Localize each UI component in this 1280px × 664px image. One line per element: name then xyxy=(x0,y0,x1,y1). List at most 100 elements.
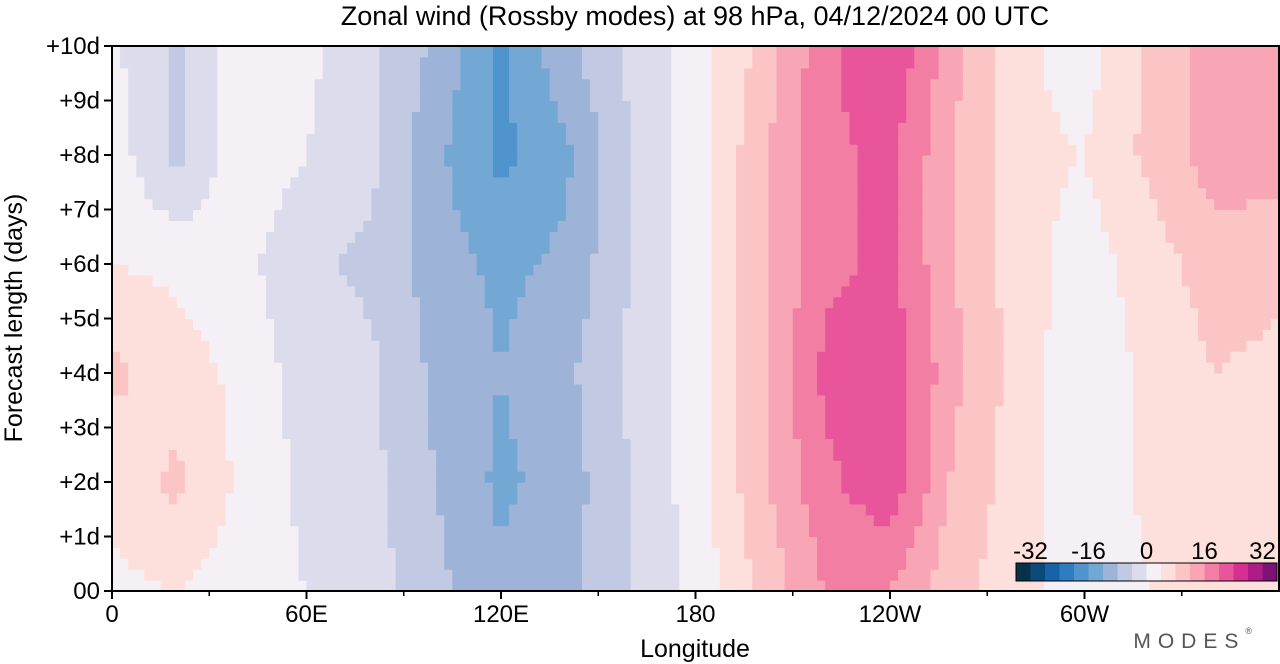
field-cell xyxy=(525,547,535,559)
field-cell xyxy=(679,547,688,559)
field-cell xyxy=(1092,416,1102,429)
field-cell xyxy=(971,503,980,516)
field-cell xyxy=(176,471,186,483)
field-cell xyxy=(646,471,656,483)
field-cell xyxy=(873,285,883,298)
field-cell xyxy=(987,274,996,287)
field-cell xyxy=(436,209,445,221)
field-cell xyxy=(1084,514,1094,527)
field-cell xyxy=(411,503,421,516)
field-cell xyxy=(663,340,672,352)
field-cell xyxy=(1068,340,1077,352)
field-cell xyxy=(452,536,462,548)
field-cell xyxy=(444,558,453,570)
field-cell xyxy=(201,285,210,298)
field-cell xyxy=(492,285,502,298)
field-cell xyxy=(784,231,794,243)
field-cell xyxy=(436,514,445,527)
field-cell xyxy=(176,362,186,374)
field-cell xyxy=(282,231,291,243)
field-cell xyxy=(946,482,956,494)
field-cell xyxy=(1230,416,1240,429)
field-cell xyxy=(598,383,607,396)
field-cell xyxy=(249,285,259,298)
field-cell xyxy=(954,558,964,570)
field-cell xyxy=(290,296,299,309)
field-cell xyxy=(582,460,591,472)
field-cell xyxy=(865,416,875,429)
field-cell xyxy=(1125,362,1134,374)
field-cell xyxy=(898,438,907,450)
field-cell xyxy=(654,536,664,548)
field-cell xyxy=(590,329,599,341)
field-cell xyxy=(565,536,575,548)
field-cell xyxy=(687,460,697,472)
field-cell xyxy=(225,220,235,232)
field-cell xyxy=(168,471,178,483)
field-cell xyxy=(233,373,243,385)
field-cell xyxy=(881,482,891,494)
field-cell xyxy=(987,536,996,548)
field-cell xyxy=(476,383,486,396)
field-cell xyxy=(679,569,688,581)
field-cell xyxy=(217,482,227,494)
field-cell xyxy=(800,492,810,505)
field-cell xyxy=(322,329,332,341)
field-cell xyxy=(800,383,810,396)
field-cell xyxy=(484,242,494,254)
field-cell xyxy=(460,307,470,320)
field-cell xyxy=(136,482,146,494)
field-cell xyxy=(338,460,348,472)
field-cell xyxy=(509,231,518,243)
field-cell xyxy=(476,547,486,559)
field-cell xyxy=(298,514,308,527)
field-cell xyxy=(379,351,389,363)
field-cell xyxy=(476,492,486,505)
field-cell xyxy=(501,449,510,461)
field-cell xyxy=(1238,449,1248,461)
field-cell xyxy=(808,405,818,418)
field-cell xyxy=(987,449,996,461)
field-cell xyxy=(736,285,745,298)
field-cell xyxy=(1189,362,1199,374)
field-cell xyxy=(1254,405,1264,418)
field-cell xyxy=(646,580,656,592)
field-cell xyxy=(249,547,259,559)
field-cell xyxy=(1262,503,1272,516)
field-cell xyxy=(744,264,753,276)
field-cell xyxy=(792,220,802,232)
field-cell xyxy=(671,383,680,396)
field-cell xyxy=(614,340,624,352)
field-cell xyxy=(736,242,745,254)
field-cell xyxy=(120,514,129,527)
field-cell xyxy=(1060,405,1069,418)
field-cell xyxy=(249,274,259,287)
field-cell xyxy=(241,220,251,232)
field-cell xyxy=(363,296,372,309)
field-cell xyxy=(1141,242,1150,254)
field-cell xyxy=(703,503,713,516)
field-cell xyxy=(492,253,502,265)
field-cell xyxy=(768,242,778,254)
field-cell xyxy=(1246,536,1256,548)
field-cell xyxy=(752,547,761,559)
field-cell xyxy=(857,242,867,254)
field-cell xyxy=(371,296,381,309)
field-cell xyxy=(160,209,170,221)
field-cell xyxy=(663,471,672,483)
field-cell xyxy=(938,438,948,450)
field-cell xyxy=(314,220,324,232)
field-cell xyxy=(646,220,656,232)
field-cell xyxy=(1003,231,1013,243)
field-cell xyxy=(881,427,891,439)
field-cell xyxy=(873,547,883,559)
field-cell xyxy=(573,264,583,276)
field-cell xyxy=(760,492,770,505)
field-cell xyxy=(290,580,299,592)
field-cell xyxy=(338,253,348,265)
field-cell xyxy=(727,340,737,352)
field-cell xyxy=(193,427,202,439)
field-cell xyxy=(201,449,210,461)
field-cell xyxy=(241,373,251,385)
field-cell xyxy=(525,362,535,374)
